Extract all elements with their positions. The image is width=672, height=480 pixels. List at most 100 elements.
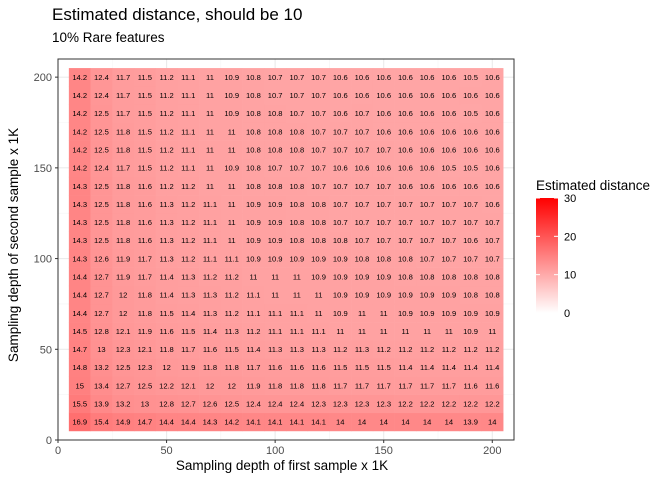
x-axis-ticks: 0 50 100 150 200 xyxy=(55,440,501,457)
x-tick-label: 150 xyxy=(375,445,393,457)
heatmap-cell xyxy=(459,267,482,287)
cell-value-label: 11.4 xyxy=(485,363,499,372)
heatmap-cell xyxy=(394,303,417,323)
heatmap-cell xyxy=(351,86,374,105)
heatmap-cell xyxy=(351,394,374,414)
cell-value-label: 10.9 xyxy=(333,254,348,263)
cell-value-label: 10.6 xyxy=(376,73,391,82)
heatmap-cell xyxy=(459,340,482,359)
heatmap-cell xyxy=(416,122,439,141)
cell-value-label: 11.7 xyxy=(116,91,130,100)
cell-value-label: 11.2 xyxy=(203,273,217,282)
heatmap-cell xyxy=(242,394,265,414)
heatmap-cell xyxy=(438,376,461,395)
cell-value-label: 10.9 xyxy=(398,309,413,318)
cell-value-label: 11.6 xyxy=(290,363,304,372)
heatmap-cell xyxy=(220,104,243,123)
heatmap-cell xyxy=(155,340,178,359)
heatmap-cell xyxy=(68,303,91,323)
cell-value-label: 10.6 xyxy=(441,109,456,118)
cell-value-label: 10.8 xyxy=(398,254,413,263)
cell-value-label: 12.5 xyxy=(94,109,109,118)
cell-value-label: 10.7 xyxy=(485,254,500,263)
cell-value-label: 14.2 xyxy=(72,146,87,155)
heatmap-cell xyxy=(459,376,482,395)
cell-value-label: 10.9 xyxy=(441,291,456,300)
cell-value-label: 11.5 xyxy=(138,164,152,173)
heatmap-cell xyxy=(220,322,243,341)
cell-value-label: 12.4 xyxy=(94,164,109,173)
heatmap-cell xyxy=(286,340,309,359)
heatmap-cell xyxy=(134,104,157,123)
cell-value-label: 11.8 xyxy=(225,363,239,372)
heatmap-cell xyxy=(438,68,461,87)
cell-value-label: 11 xyxy=(401,327,409,336)
cell-value-label: 11 xyxy=(358,327,366,336)
cell-value-label: 11.6 xyxy=(138,182,152,191)
heatmap-cell xyxy=(264,231,287,250)
heatmap-cell xyxy=(68,285,91,305)
cell-value-label: 10.9 xyxy=(224,73,239,82)
cell-value-label: 11.3 xyxy=(159,218,173,227)
cell-value-label: 11.8 xyxy=(203,363,217,372)
heatmap-cell xyxy=(264,267,287,287)
heatmap-cell xyxy=(177,340,200,359)
cell-value-label: 10.7 xyxy=(289,109,304,118)
heatmap-cell xyxy=(220,176,243,196)
y-tick-label: 50 xyxy=(40,344,52,356)
cell-value-label: 10.6 xyxy=(355,91,370,100)
cell-value-label: 10.6 xyxy=(333,109,348,118)
cell-value-label: 10.5 xyxy=(463,109,478,118)
cell-value-label: 11.3 xyxy=(268,345,282,354)
heatmap-cell xyxy=(264,86,287,105)
heatmap-cell xyxy=(438,322,461,341)
cell-value-label: 11.4 xyxy=(159,291,173,300)
cell-value-label: 11.2 xyxy=(225,309,239,318)
cell-value-label: 14 xyxy=(379,418,387,427)
cell-value-label: 10.9 xyxy=(246,200,261,209)
cell-value-label: 10.7 xyxy=(311,73,326,82)
heatmap-cell xyxy=(307,86,330,105)
heatmap-cell xyxy=(307,358,330,377)
cell-value-label: 11 xyxy=(315,309,323,318)
cell-value-label: 11.3 xyxy=(181,291,195,300)
heatmap-cell xyxy=(329,122,352,141)
heatmap-cell xyxy=(481,322,504,341)
heatmap-cell xyxy=(372,303,395,323)
cell-value-label: 11.2 xyxy=(159,73,173,82)
heatmap-cell xyxy=(416,267,439,287)
heatmap-cell xyxy=(199,104,222,123)
heatmap-cell xyxy=(351,213,374,232)
cell-value-label: 12.1 xyxy=(137,345,152,354)
heatmap-cell xyxy=(220,249,243,268)
heatmap-cell xyxy=(416,158,439,178)
cell-value-label: 14.2 xyxy=(72,109,87,118)
heatmap-cell xyxy=(351,158,374,178)
heatmap-cell xyxy=(459,122,482,141)
cell-value-label: 11.5 xyxy=(355,363,369,372)
cell-value-label: 10.9 xyxy=(268,236,283,245)
cell-value-label: 11.8 xyxy=(159,345,173,354)
cell-value-label: 10.7 xyxy=(398,218,413,227)
y-tick-label: 150 xyxy=(34,163,52,175)
heatmap-cell xyxy=(286,176,309,196)
heatmap-cell xyxy=(286,412,309,432)
heatmap-cell xyxy=(242,267,265,287)
cell-value-label: 14.3 xyxy=(72,182,87,191)
cell-value-label: 10.6 xyxy=(485,200,500,209)
cell-value-label: 13.2 xyxy=(94,363,109,372)
cell-value-label: 10.9 xyxy=(311,273,326,282)
cell-value-label: 11 xyxy=(206,91,214,100)
cell-value-label: 10.6 xyxy=(420,91,435,100)
cell-value-label: 11.7 xyxy=(138,254,152,263)
heatmap-cell xyxy=(199,322,222,341)
cell-value-label: 11 xyxy=(380,309,388,318)
cell-value-label: 10.8 xyxy=(289,182,304,191)
cell-value-label: 10.8 xyxy=(376,254,391,263)
heatmap-cell xyxy=(90,86,113,105)
heatmap-cell xyxy=(307,412,330,432)
heatmap-cell xyxy=(286,358,309,377)
heatmap-cell xyxy=(264,412,287,432)
x-tick-label: 200 xyxy=(483,445,501,457)
heatmap-cell xyxy=(286,122,309,141)
